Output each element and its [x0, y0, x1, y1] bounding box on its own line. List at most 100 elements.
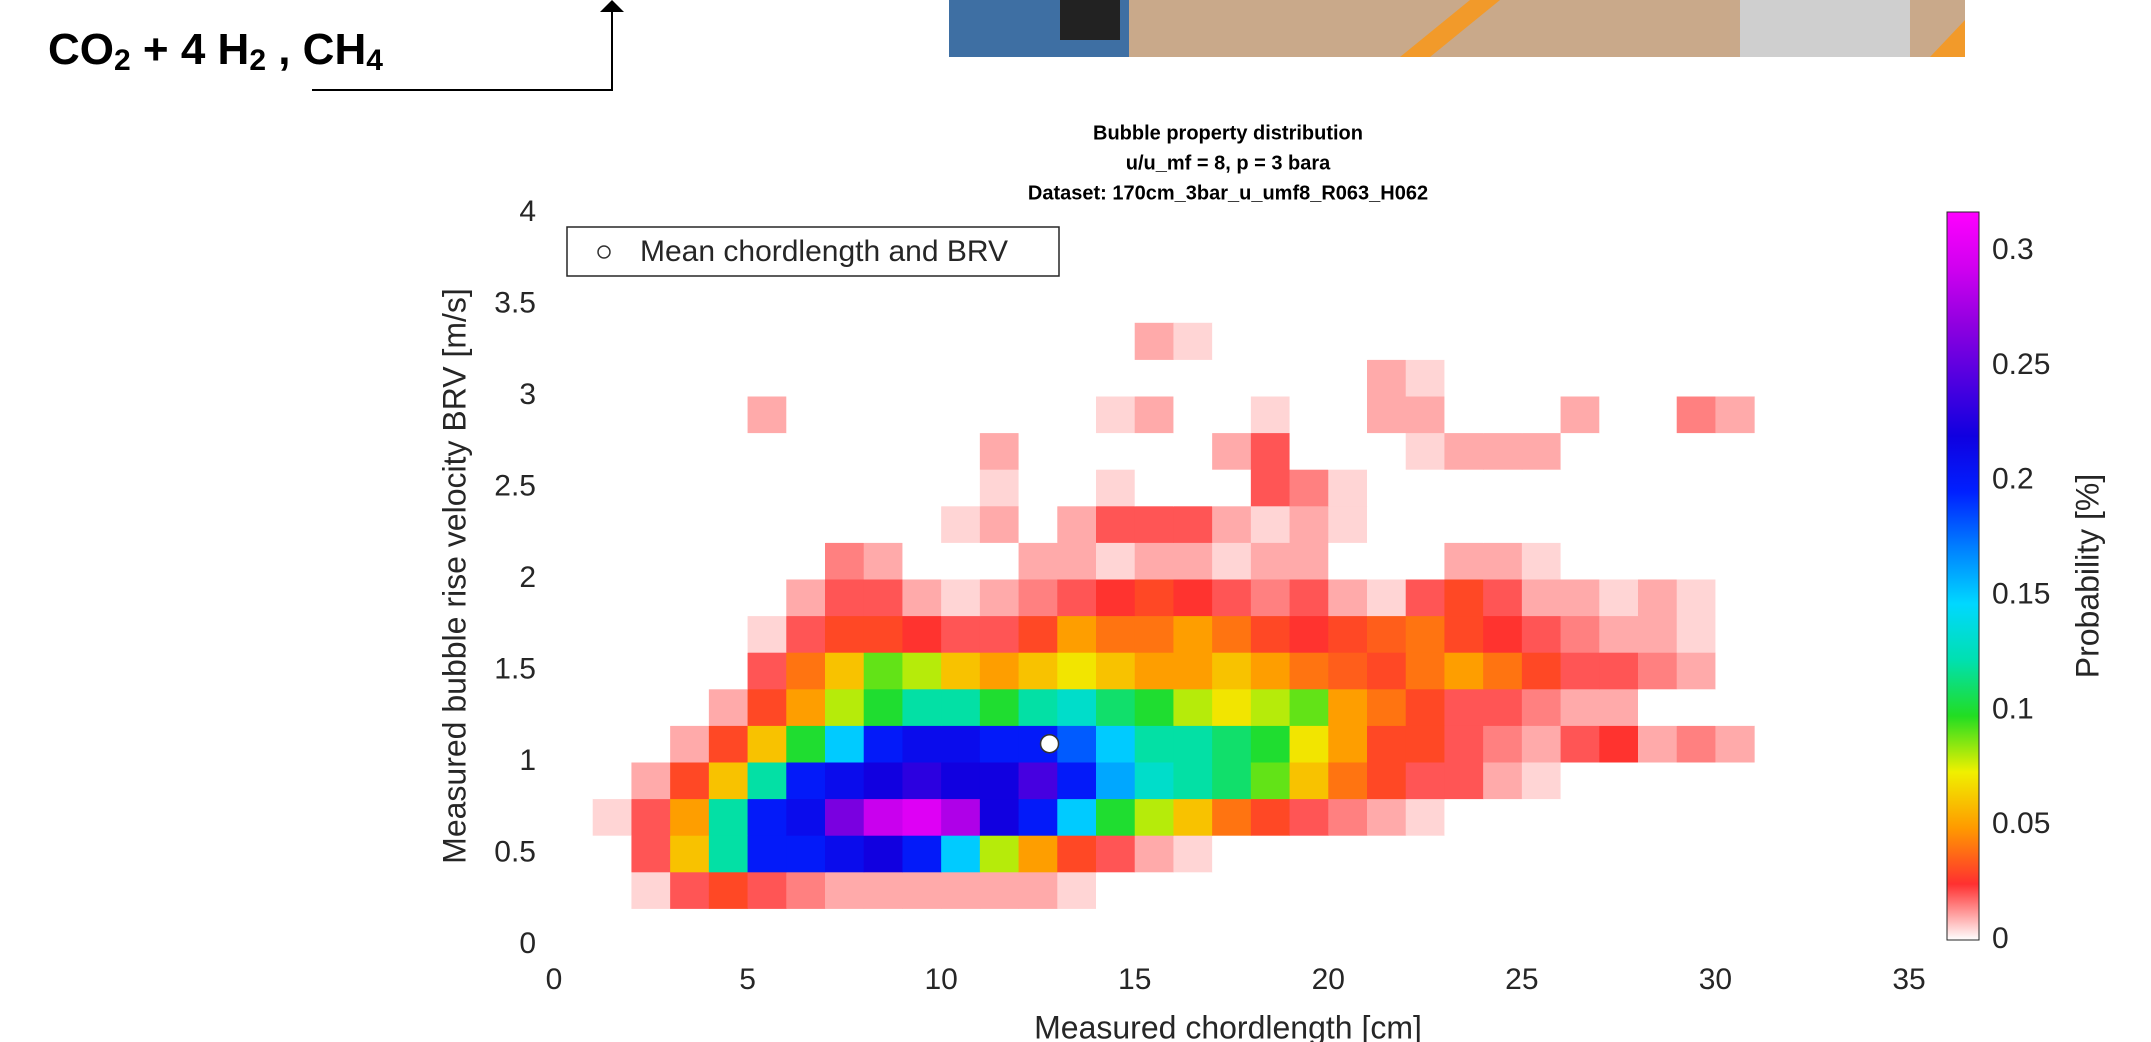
heatmap-cell: [941, 322, 981, 360]
heatmap-cell: [1367, 835, 1407, 873]
heatmap-cell: [825, 835, 865, 873]
heatmap-cell: [941, 359, 981, 397]
heatmap-cell: [1173, 579, 1213, 617]
y-tick-label: 4: [519, 195, 536, 228]
y-tick-label: 2: [519, 561, 536, 594]
heatmap-cell: [979, 469, 1020, 507]
heatmap-cell: [1018, 871, 1058, 909]
heatmap-cell: [1715, 579, 1755, 617]
heatmap-cell: [1250, 688, 1291, 726]
heatmap-cell: [1134, 652, 1174, 690]
heatmap-cell: [1405, 469, 1445, 507]
heatmap-cell: [1521, 505, 1562, 543]
heatmap-cell: [1521, 688, 1562, 726]
heatmap-cell: [1173, 322, 1213, 360]
heatmap-cell: [979, 542, 1020, 580]
heatmap-cell: [941, 798, 981, 836]
heatmap-cell: [708, 542, 749, 580]
x-tick-label: 10: [924, 963, 957, 996]
heatmap-cell: [1057, 725, 1097, 763]
heatmap-cell: [1212, 762, 1252, 800]
heatmap-cell: [1676, 469, 1716, 507]
heatmap-cell: [1367, 505, 1407, 543]
heatmap-cell: [747, 579, 787, 617]
heatmap-cell: [1521, 725, 1562, 763]
heatmap-cell: [592, 542, 632, 580]
heatmap-cell: [1173, 725, 1213, 763]
heatmap-cell: [1676, 798, 1716, 836]
colorbar-tick-label: 0.2: [1992, 463, 2034, 496]
heatmap-cell: [1405, 652, 1445, 690]
heatmap-cell: [1367, 359, 1407, 397]
heatmap-cell: [1173, 652, 1213, 690]
heatmap-cell: [941, 871, 981, 909]
heatmap-cell: [1483, 505, 1523, 543]
heatmap-cell: [1715, 505, 1755, 543]
heatmap-cell: [1289, 615, 1329, 653]
heatmap-cell: [825, 688, 865, 726]
mean-point: [1039, 733, 1060, 754]
heatmap-cell: [1638, 469, 1678, 507]
heatmap-cell: [747, 798, 787, 836]
y-tick-label: 2.5: [494, 469, 536, 502]
heatmap-cell: [1483, 579, 1523, 617]
formula-part: CO: [48, 25, 114, 74]
heatmap-cell: [1250, 432, 1291, 470]
heatmap-cell: [1328, 505, 1368, 543]
heatmap-cell: [1057, 542, 1097, 580]
heatmap-cell: [1676, 652, 1716, 690]
heatmap-cell: [941, 505, 981, 543]
heatmap-cell: [1521, 579, 1562, 617]
heatmap-cell: [825, 871, 865, 909]
heatmap-cell: [902, 505, 942, 543]
heatmap-cell: [592, 652, 632, 690]
heatmap-cell: [979, 579, 1020, 617]
heatmap-cell: [825, 542, 865, 580]
colorbar-tick-label: 0.1: [1992, 692, 2034, 725]
heatmap-cell: [747, 725, 787, 763]
heatmap-cell: [1599, 798, 1639, 836]
heatmap-cell: [1560, 871, 1600, 909]
heatmap-cell: [1638, 432, 1678, 470]
colorbar: [1946, 211, 1980, 941]
heatmap-cell: [1328, 652, 1368, 690]
heatmap-cell: [1483, 359, 1523, 397]
heatmap-cell: [1367, 469, 1407, 507]
heatmap-cell: [1328, 542, 1368, 580]
heatmap-cell: [1444, 579, 1484, 617]
heatmap-cell: [902, 725, 942, 763]
heatmap-cell: [1715, 432, 1755, 470]
heatmap-cell: [1328, 359, 1368, 397]
heatmap-cell: [708, 505, 749, 543]
heatmap-cell: [1328, 762, 1368, 800]
y-tick-label: 1: [519, 744, 536, 777]
heatmap-cell: [1212, 505, 1252, 543]
heatmap-cell: [1212, 542, 1252, 580]
heatmap-cell: [1057, 615, 1097, 653]
heatmap-cell: [863, 432, 903, 470]
heatmap-cell: [747, 396, 787, 434]
colorbar-tick-label: 0.25: [1992, 348, 2050, 381]
heatmap-cell: [1638, 579, 1678, 617]
heatmap-cell: [1521, 396, 1562, 434]
heatmap-cell: [631, 762, 671, 800]
heatmap-cell: [1057, 322, 1097, 360]
heatmap-cell: [825, 432, 865, 470]
x-tick-label: 25: [1505, 963, 1538, 996]
heatmap-cell: [1212, 579, 1252, 617]
heatmap-cell: [631, 322, 671, 360]
heatmap-cell: [1250, 871, 1291, 909]
heatmap-cell: [1018, 615, 1058, 653]
heatmap-cell: [902, 762, 942, 800]
heatmap-cell: [1638, 359, 1678, 397]
heatmap-cell: [863, 579, 903, 617]
heatmap-cell: [979, 505, 1020, 543]
heatmap-cell: [1367, 871, 1407, 909]
heatmap-cell: [1289, 688, 1329, 726]
heatmap-cell: [1405, 835, 1445, 873]
heatmap-cell: [902, 798, 942, 836]
heatmap-cell: [1250, 396, 1291, 434]
heatmap-cell: [1483, 396, 1523, 434]
heatmap-cell: [863, 835, 903, 873]
heatmap-cell: [786, 359, 826, 397]
